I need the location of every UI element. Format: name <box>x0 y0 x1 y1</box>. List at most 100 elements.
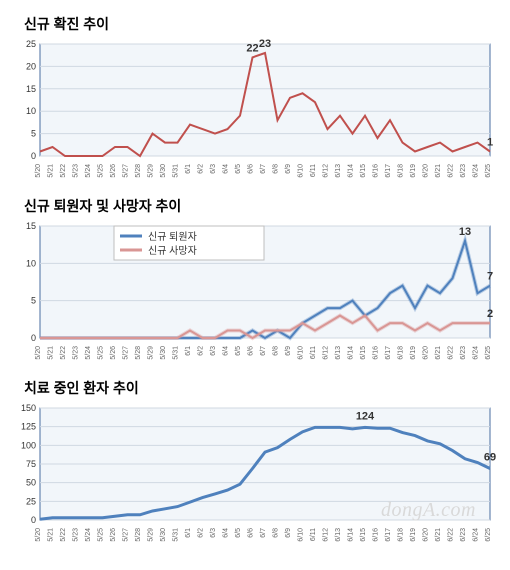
svg-text:6/24: 6/24 <box>473 346 480 360</box>
svg-text:6/21: 6/21 <box>435 346 442 360</box>
svg-text:7: 7 <box>487 271 493 283</box>
svg-text:5/27: 5/27 <box>123 164 130 178</box>
svg-text:6/19: 6/19 <box>410 346 417 360</box>
svg-text:5/31: 5/31 <box>173 346 180 360</box>
svg-text:6/18: 6/18 <box>398 528 405 542</box>
svg-text:6/3: 6/3 <box>210 346 217 356</box>
svg-text:75: 75 <box>26 459 36 469</box>
chart-2-area: 0510155/205/215/225/235/245/255/265/275/… <box>10 218 500 366</box>
svg-text:6/25: 6/25 <box>485 346 492 360</box>
chart-2-title: 신규 퇴원자 및 사망자 추이 <box>24 196 500 216</box>
svg-text:6/18: 6/18 <box>398 346 405 360</box>
svg-text:6/2: 6/2 <box>198 346 205 356</box>
svg-text:5/26: 5/26 <box>110 346 117 360</box>
svg-text:6/3: 6/3 <box>210 164 217 174</box>
svg-text:5/28: 5/28 <box>135 528 142 542</box>
svg-text:6/16: 6/16 <box>373 346 380 360</box>
svg-text:6/15: 6/15 <box>360 528 367 542</box>
svg-text:6/25: 6/25 <box>485 164 492 178</box>
svg-text:13: 13 <box>459 226 471 238</box>
svg-text:6/13: 6/13 <box>335 528 342 542</box>
svg-text:6/11: 6/11 <box>310 346 317 359</box>
svg-text:신규 퇴원자: 신규 퇴원자 <box>148 231 197 243</box>
svg-text:124: 124 <box>356 410 375 422</box>
svg-text:5/23: 5/23 <box>73 346 80 360</box>
svg-text:10: 10 <box>26 106 36 116</box>
svg-text:0: 0 <box>31 333 36 343</box>
svg-text:5/20: 5/20 <box>35 528 42 542</box>
svg-text:5/23: 5/23 <box>73 164 80 178</box>
svg-text:6/4: 6/4 <box>223 528 230 538</box>
svg-text:5/28: 5/28 <box>135 164 142 178</box>
svg-text:6/23: 6/23 <box>460 528 467 542</box>
chart-1-svg: 05101520255/205/215/225/235/245/255/265/… <box>10 36 500 184</box>
svg-text:25: 25 <box>26 496 36 506</box>
svg-text:6/20: 6/20 <box>423 528 430 542</box>
svg-text:6/13: 6/13 <box>335 164 342 178</box>
chart-1-block: 신규 확진 추이 05101520255/205/215/225/235/245… <box>10 14 500 184</box>
svg-text:6/12: 6/12 <box>323 346 330 360</box>
chart-1-area: 05101520255/205/215/225/235/245/255/265/… <box>10 36 500 184</box>
svg-text:6/10: 6/10 <box>298 528 305 542</box>
svg-text:6/13: 6/13 <box>335 346 342 360</box>
svg-text:6/7: 6/7 <box>260 346 267 356</box>
svg-text:6/12: 6/12 <box>323 528 330 542</box>
svg-text:6/3: 6/3 <box>210 528 217 538</box>
svg-text:6/6: 6/6 <box>248 164 255 174</box>
svg-text:신규 사망자: 신규 사망자 <box>148 245 197 257</box>
svg-text:6/25: 6/25 <box>485 528 492 542</box>
svg-text:5/24: 5/24 <box>85 528 92 542</box>
svg-text:6/24: 6/24 <box>473 528 480 542</box>
svg-text:6/8: 6/8 <box>273 528 280 538</box>
svg-text:6/7: 6/7 <box>260 164 267 174</box>
svg-text:5/21: 5/21 <box>48 528 55 542</box>
svg-text:6/5: 6/5 <box>235 164 242 174</box>
svg-text:6/23: 6/23 <box>460 164 467 178</box>
svg-text:100: 100 <box>21 440 36 450</box>
svg-text:6/8: 6/8 <box>273 164 280 174</box>
svg-text:6/10: 6/10 <box>298 164 305 178</box>
svg-text:6/12: 6/12 <box>323 164 330 178</box>
svg-text:6/20: 6/20 <box>423 346 430 360</box>
svg-text:5/29: 5/29 <box>148 346 155 360</box>
svg-text:5: 5 <box>31 129 36 139</box>
svg-text:5/29: 5/29 <box>148 528 155 542</box>
svg-text:15: 15 <box>26 221 36 231</box>
svg-text:22: 22 <box>246 42 258 54</box>
svg-text:6/19: 6/19 <box>410 528 417 542</box>
svg-text:6/24: 6/24 <box>473 164 480 178</box>
svg-text:5/25: 5/25 <box>98 346 105 360</box>
svg-text:0: 0 <box>31 151 36 161</box>
svg-text:6/10: 6/10 <box>298 346 305 360</box>
svg-text:6/8: 6/8 <box>273 346 280 356</box>
svg-text:5/22: 5/22 <box>60 528 67 542</box>
svg-text:5/31: 5/31 <box>173 164 180 178</box>
svg-text:5/23: 5/23 <box>73 528 80 542</box>
svg-text:6/15: 6/15 <box>360 346 367 360</box>
svg-text:6/1: 6/1 <box>185 528 192 538</box>
svg-text:6/6: 6/6 <box>248 346 255 356</box>
svg-text:5/27: 5/27 <box>123 346 130 360</box>
svg-text:1: 1 <box>487 137 493 149</box>
chart-3-block: 치료 중인 환자 추이 02550751001251505/205/215/22… <box>10 378 500 548</box>
svg-text:6/22: 6/22 <box>448 528 455 542</box>
svg-text:5/21: 5/21 <box>48 346 55 360</box>
chart-2-svg: 0510155/205/215/225/235/245/255/265/275/… <box>10 218 500 366</box>
svg-text:6/9: 6/9 <box>285 346 292 356</box>
svg-text:6/5: 6/5 <box>235 528 242 538</box>
svg-text:6/4: 6/4 <box>223 346 230 356</box>
svg-text:50: 50 <box>26 478 36 488</box>
svg-text:0: 0 <box>31 515 36 525</box>
svg-text:6/23: 6/23 <box>460 346 467 360</box>
chart-2-block: 신규 퇴원자 및 사망자 추이 0510155/205/215/225/235/… <box>10 196 500 366</box>
svg-text:5/20: 5/20 <box>35 164 42 178</box>
chart-1-title: 신규 확진 추이 <box>24 14 500 34</box>
svg-text:5/24: 5/24 <box>85 164 92 178</box>
svg-text:5/30: 5/30 <box>160 528 167 542</box>
svg-text:6/21: 6/21 <box>435 164 442 178</box>
svg-text:125: 125 <box>21 422 36 432</box>
svg-text:2: 2 <box>487 308 493 320</box>
svg-text:6/9: 6/9 <box>285 528 292 538</box>
svg-text:15: 15 <box>26 84 36 94</box>
svg-text:5/21: 5/21 <box>48 164 55 178</box>
